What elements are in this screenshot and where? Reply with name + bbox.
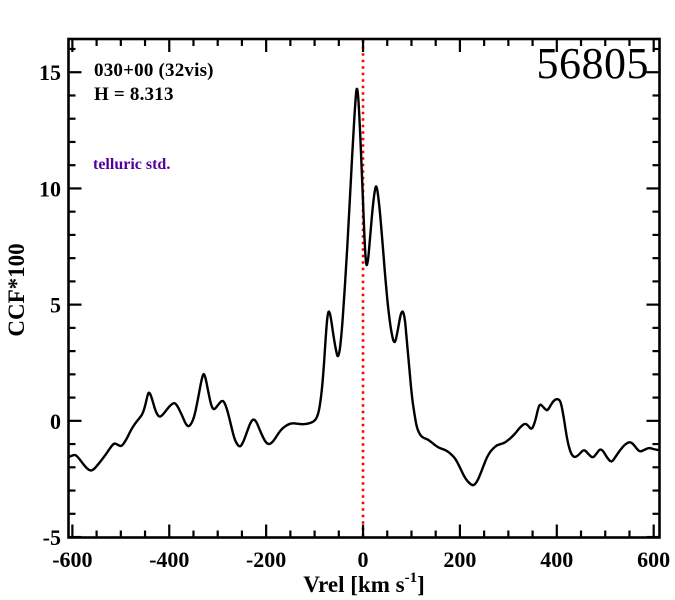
- x-axis-label-superscript: -1: [405, 570, 418, 586]
- x-axis-label-main: Vrel [km s: [303, 572, 404, 597]
- y-tick-label: 10: [39, 176, 61, 201]
- plot-generated-over: -600 -400 -200 0 200 400 600 -5 0 5 10 15: [39, 37, 670, 572]
- plot-generated-under: [69, 40, 659, 537]
- x-tick-label: 0: [358, 547, 369, 572]
- x-tick-label: 600: [637, 547, 670, 572]
- x-tick-label: 400: [540, 547, 573, 572]
- annotation-field-visits: 030+00 (32vis): [94, 60, 214, 81]
- annotation-telluric-std: telluric std.: [93, 156, 171, 173]
- x-tick-label: 200: [443, 547, 476, 572]
- x-tick-label: -400: [149, 547, 189, 572]
- y-tick-label: -5: [43, 525, 61, 550]
- annotation-hmag: H = 8.313: [94, 84, 174, 105]
- y-tick-label: 5: [50, 293, 61, 318]
- plot-title-mjd: 56805: [536, 39, 649, 88]
- x-axis-label: Vrel [km s-1]: [303, 570, 425, 597]
- x-axis-label-close: ]: [417, 572, 425, 597]
- ccf-curve: [69, 87, 659, 487]
- y-tick-label: 15: [39, 60, 61, 85]
- x-tick-label: -600: [52, 547, 92, 572]
- x-tick-label: -200: [246, 547, 286, 572]
- plot-frame: [67, 37, 661, 539]
- y-axis-label: CCF*100: [4, 243, 29, 336]
- y-tick-label: 0: [50, 409, 61, 434]
